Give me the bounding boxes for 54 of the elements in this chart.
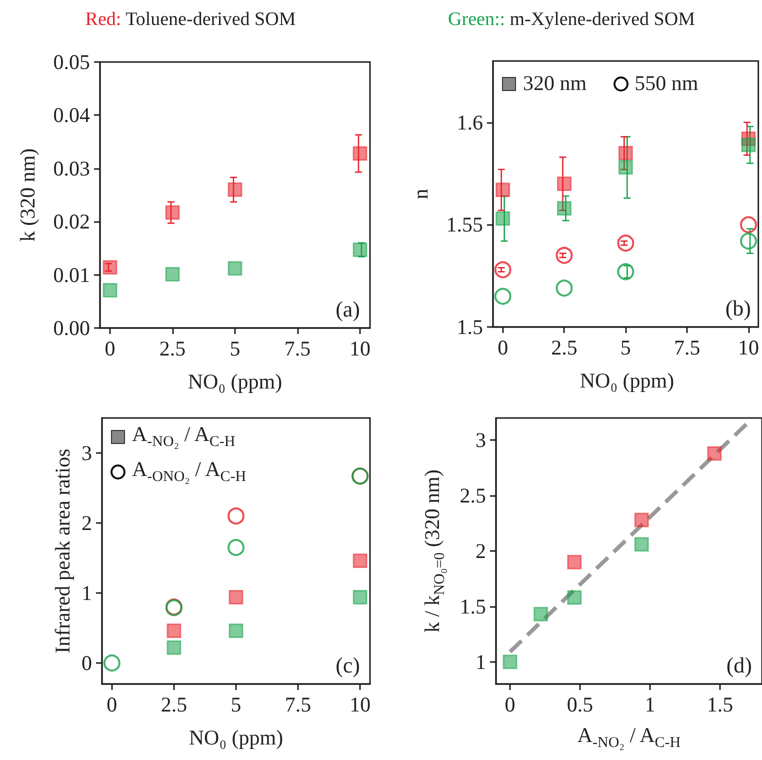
x-axis-title: A$_{-NO₂}$ / A$_{C-H}$ — [577, 722, 681, 752]
x-tick-label: 0 — [104, 336, 116, 360]
x-tick-label: 5 — [230, 336, 240, 360]
y-tick-label: 3 — [82, 441, 92, 465]
y-tick-label: 0.02 — [53, 210, 90, 234]
x-tick-label: 7.5 — [284, 692, 312, 716]
y-tick-label: 0.00 — [53, 316, 90, 340]
x-tick-label: 5 — [230, 692, 242, 716]
x-axis-title: NO₀ (ppm) — [580, 368, 674, 392]
annotation: A$_{-NO₂}$ / A$_{C-H}$ — [132, 422, 236, 452]
x-tick-label: 2.5 — [551, 336, 578, 360]
x-tick-label: 7.5 — [674, 336, 700, 360]
y-tick-label: 2 — [476, 539, 486, 563]
y-axis-title: k (320 nm) — [16, 148, 40, 242]
y-tick-label: 0.05 — [53, 50, 90, 74]
x-tick-label: 1 — [644, 692, 656, 716]
y-tick-label: 1.5 — [460, 594, 486, 618]
x-axis-title: NO₀ (ppm) — [188, 726, 284, 750]
x-tick-label: 10 — [350, 692, 371, 716]
y-tick-label: 1.55 — [446, 212, 483, 237]
annotation: (d) — [726, 652, 752, 678]
x-tick-label: 5 — [620, 336, 631, 360]
annotation: 550 nm — [634, 71, 698, 96]
x-tick-label: 10 — [350, 336, 370, 360]
annotation: (c) — [336, 652, 360, 678]
y-tick-label: 2.5 — [460, 484, 486, 508]
x-tick-label: 0.5 — [566, 692, 594, 716]
y-tick-label: 0.04 — [53, 103, 90, 128]
x-tick-label: 2.5 — [159, 336, 186, 360]
y-tick-label: 0 — [82, 651, 92, 675]
y-tick-label: 1.6 — [456, 110, 483, 134]
y-tick-label: 1 — [476, 650, 486, 674]
annotation: (a) — [336, 296, 360, 322]
y-tick-label: 0.01 — [53, 262, 90, 287]
y-tick-label: 0.03 — [53, 156, 90, 180]
annotation: 320 nm — [523, 71, 587, 96]
x-tick-label: 2.5 — [160, 692, 188, 716]
y-tick-label: 3 — [476, 428, 486, 452]
x-tick-label: 0 — [106, 692, 118, 716]
y-tick-label: 1 — [82, 581, 92, 605]
x-tick-label: 0 — [498, 336, 508, 360]
x-tick-label: 1.5 — [706, 692, 734, 716]
chart-title: Green:: m-Xylene-derived SOM — [448, 9, 695, 31]
chart-title: Red: Toluene-derived SOM — [85, 9, 296, 31]
annotation: A$_{-ONO₂}$ / A$_{C-H}$ — [132, 457, 246, 486]
x-axis-title: NO₀ (ppm) — [188, 370, 282, 394]
y-tick-label: 2 — [82, 511, 92, 535]
y-axis-title: n — [408, 188, 432, 200]
x-tick-label: 0 — [504, 692, 516, 716]
x-tick-label: 10 — [738, 336, 759, 360]
y-axis-title: Infrared peak area ratios — [50, 448, 74, 654]
x-tick-label: 7.5 — [284, 336, 311, 360]
annotation: (b) — [725, 296, 752, 320]
y-tick-label: 1.5 — [456, 315, 483, 339]
